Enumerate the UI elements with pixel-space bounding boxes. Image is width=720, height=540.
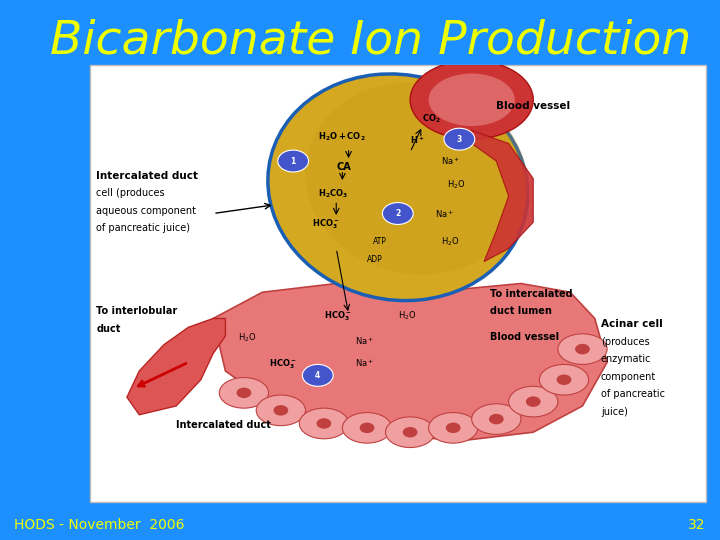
Polygon shape [213, 284, 607, 441]
Text: $\mathregular{H_2O+CO_2}$: $\mathregular{H_2O+CO_2}$ [318, 130, 366, 143]
Circle shape [489, 414, 504, 424]
Ellipse shape [300, 408, 348, 439]
Text: cell (produces: cell (produces [96, 188, 165, 198]
Text: $\mathregular{CO_2}$: $\mathregular{CO_2}$ [423, 113, 441, 125]
Text: 2: 2 [395, 209, 400, 218]
Text: $\mathregular{Na^+}$: $\mathregular{Na^+}$ [435, 208, 454, 220]
Text: aqueous component: aqueous component [96, 206, 196, 215]
Text: $\mathregular{H_2O}$: $\mathregular{H_2O}$ [441, 235, 459, 248]
Text: $\mathregular{HCO_3^-}$: $\mathregular{HCO_3^-}$ [269, 357, 297, 371]
Text: To intercalated: To intercalated [490, 288, 573, 299]
Circle shape [302, 364, 333, 386]
Text: HODS - November  2006: HODS - November 2006 [14, 518, 185, 532]
Text: Acinar cell: Acinar cell [601, 319, 662, 329]
Text: 3: 3 [456, 134, 462, 144]
Text: 1: 1 [291, 157, 296, 166]
Text: duct lumen: duct lumen [490, 306, 552, 316]
Text: $\mathregular{HCO_3^-}$: $\mathregular{HCO_3^-}$ [324, 309, 352, 323]
Text: ADP: ADP [367, 255, 383, 264]
Polygon shape [459, 130, 534, 261]
Text: Bicarbonate Ion Production: Bicarbonate Ion Production [50, 18, 692, 63]
Text: Blood vessel: Blood vessel [490, 332, 559, 342]
Text: $\mathregular{H^+}$: $\mathregular{H^+}$ [410, 134, 425, 146]
Circle shape [526, 396, 541, 407]
Polygon shape [127, 319, 225, 415]
Ellipse shape [508, 386, 558, 417]
Text: $\mathregular{Na^+}$: $\mathregular{Na^+}$ [355, 335, 374, 347]
Ellipse shape [472, 404, 521, 434]
Ellipse shape [256, 395, 305, 426]
Ellipse shape [385, 417, 435, 448]
Circle shape [274, 405, 288, 416]
Text: To interlobular: To interlobular [96, 306, 177, 316]
FancyBboxPatch shape [90, 65, 706, 502]
Text: $\mathregular{H_2O}$: $\mathregular{H_2O}$ [447, 178, 466, 191]
Ellipse shape [343, 413, 392, 443]
Ellipse shape [410, 60, 534, 139]
Circle shape [575, 344, 590, 354]
Text: $\mathregular{Na^+}$: $\mathregular{Na^+}$ [441, 156, 460, 167]
Text: duct: duct [96, 323, 120, 334]
Text: of pancreatic: of pancreatic [601, 389, 665, 399]
Ellipse shape [268, 74, 528, 301]
Text: $\mathregular{H_2O}$: $\mathregular{H_2O}$ [238, 332, 256, 344]
Ellipse shape [428, 73, 515, 126]
Circle shape [359, 423, 374, 433]
Text: juice): juice) [601, 407, 628, 417]
Text: component: component [601, 372, 656, 382]
Text: Intercalated duct: Intercalated duct [176, 420, 271, 430]
Circle shape [236, 388, 251, 398]
Text: $\mathregular{HCO_3^-}$: $\mathregular{HCO_3^-}$ [312, 218, 339, 231]
Circle shape [444, 128, 474, 150]
Text: 4: 4 [315, 371, 320, 380]
Text: 32: 32 [688, 518, 706, 532]
Text: of pancreatic juice): of pancreatic juice) [96, 223, 190, 233]
Text: $\mathregular{H_2CO_3}$: $\mathregular{H_2CO_3}$ [318, 187, 348, 199]
Text: CA: CA [336, 162, 351, 172]
Text: $\mathregular{H_2O}$: $\mathregular{H_2O}$ [397, 309, 416, 322]
Text: Blood vessel: Blood vessel [496, 100, 570, 111]
Text: Intercalated duct: Intercalated duct [96, 171, 198, 180]
Circle shape [446, 423, 461, 433]
Ellipse shape [539, 364, 589, 395]
Polygon shape [336, 275, 459, 406]
Ellipse shape [558, 334, 607, 364]
Circle shape [402, 427, 418, 437]
Ellipse shape [305, 83, 528, 274]
Circle shape [278, 150, 309, 172]
Text: enzymatic: enzymatic [601, 354, 652, 364]
Circle shape [382, 202, 413, 225]
Text: ATP: ATP [373, 237, 387, 246]
Ellipse shape [428, 413, 478, 443]
Text: $\mathregular{Na^+}$: $\mathregular{Na^+}$ [355, 357, 374, 369]
Ellipse shape [220, 377, 269, 408]
Circle shape [317, 418, 331, 429]
Text: (produces: (produces [601, 337, 649, 347]
Circle shape [557, 374, 572, 385]
